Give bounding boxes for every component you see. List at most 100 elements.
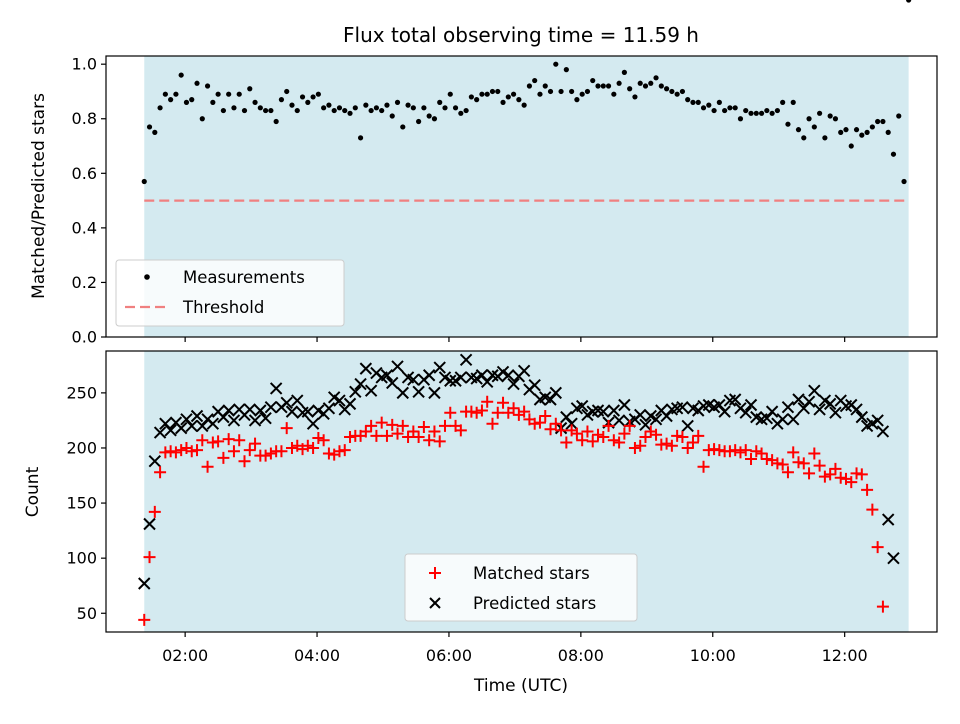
measurement-point xyxy=(510,91,517,97)
measurement-point xyxy=(384,102,390,108)
measurement-point xyxy=(452,105,459,111)
matched-star-point xyxy=(760,452,773,465)
measurement-point xyxy=(458,110,464,116)
measurement-point xyxy=(753,110,759,116)
measurement-point xyxy=(516,97,522,103)
measurement-point xyxy=(226,91,232,97)
matched-star-point xyxy=(164,445,177,458)
measurement-point xyxy=(379,107,385,114)
matched-star-point xyxy=(317,434,330,447)
measurement-point xyxy=(832,116,839,122)
measurement-point xyxy=(669,88,675,95)
matched-star-point xyxy=(723,445,736,458)
predicted-star-point xyxy=(254,404,267,417)
measurement-point xyxy=(743,107,749,114)
matched-star-point xyxy=(423,434,436,447)
matched-star-point xyxy=(191,444,204,457)
measurement-point xyxy=(748,110,754,116)
measurement-point xyxy=(342,107,348,114)
measurement-point xyxy=(658,83,664,89)
measurement-point xyxy=(859,132,865,138)
measurement-point xyxy=(173,91,179,97)
matched-star-point xyxy=(776,458,789,471)
matched-star-point xyxy=(702,444,715,457)
matched-star-point xyxy=(338,444,351,457)
matched-star-point xyxy=(233,434,246,447)
matched-star-point xyxy=(396,419,409,432)
matched-star-point xyxy=(333,445,346,458)
count-y-ticks: 50 100 150 200 250 xyxy=(66,383,106,623)
measurement-point xyxy=(394,99,401,105)
measurement-point xyxy=(869,124,875,130)
matched-star-point xyxy=(433,435,446,448)
matched-star-point xyxy=(148,505,161,518)
matched-star-point xyxy=(708,443,721,456)
predicted-star-point xyxy=(502,369,515,382)
measurement-point xyxy=(827,113,833,119)
predicted-star-point xyxy=(359,362,373,375)
matched-star-point xyxy=(544,423,557,436)
matched-star-point xyxy=(375,416,388,429)
predicted-star-point xyxy=(259,412,272,425)
predicted-star-point xyxy=(876,425,890,438)
predicted-star-point xyxy=(391,360,404,373)
matched-star-point xyxy=(871,541,884,554)
measurement-point xyxy=(421,105,427,111)
matched-star-point xyxy=(834,471,847,484)
predicted-star-point xyxy=(222,404,235,417)
matched-star-point xyxy=(797,457,810,470)
predicted-star-point xyxy=(412,385,425,398)
measurement-point xyxy=(758,110,765,116)
legend-predicted-marker xyxy=(429,597,441,609)
matched-star-point xyxy=(829,462,842,475)
measurement-point xyxy=(141,178,147,185)
measurement-point xyxy=(178,72,184,78)
measurement-point xyxy=(727,105,733,111)
ratio-panel: 0.0 0.2 0.4 0.6 0.8 1.0 Matched/Predicted sta… xyxy=(29,0,938,347)
measurement-point xyxy=(294,107,300,114)
measurement-point xyxy=(806,116,812,122)
measurement-point xyxy=(600,83,606,89)
predicted-star-point xyxy=(174,421,188,435)
measurement-point xyxy=(484,91,490,97)
measurement-point xyxy=(653,75,659,81)
matched-star-point xyxy=(196,434,209,447)
matched-star-point xyxy=(528,417,541,430)
matched-star-point xyxy=(212,435,225,448)
measurement-point xyxy=(310,94,316,100)
matched-star-point xyxy=(138,613,151,626)
predicted-star-point xyxy=(227,414,241,427)
matched-star-point xyxy=(681,441,694,454)
x-tick-label: 10:00 xyxy=(690,646,736,665)
measurement-point xyxy=(838,129,844,135)
predicted-star-point xyxy=(823,397,837,411)
predicted-star-point xyxy=(765,405,779,418)
matched-star-points xyxy=(138,396,889,626)
y-tick-label: 250 xyxy=(66,383,97,402)
y-tick-label: 0.0 xyxy=(72,328,97,347)
predicted-star-point xyxy=(454,371,468,384)
predicted-star-point xyxy=(164,424,177,437)
y-tick-label: 0.2 xyxy=(72,273,97,292)
matched-star-point xyxy=(560,436,573,449)
measurement-point xyxy=(663,86,670,92)
predicted-star-point xyxy=(354,377,367,391)
matched-star-point xyxy=(344,430,357,443)
matched-star-point xyxy=(402,430,415,443)
measurement-point xyxy=(595,83,601,89)
legend-matched-label: Matched stars xyxy=(473,564,590,583)
predicted-star-point xyxy=(280,396,293,409)
measurement-point xyxy=(447,91,453,97)
measurement-point xyxy=(183,99,190,105)
predicted-star-point xyxy=(565,417,578,430)
matched-star-point xyxy=(407,425,420,438)
predicted-star-point xyxy=(728,393,742,406)
matched-star-point xyxy=(729,444,742,457)
matched-star-point xyxy=(570,427,583,440)
predicted-star-point xyxy=(718,405,731,418)
matched-star-point xyxy=(470,406,483,419)
measurement-point xyxy=(289,102,295,108)
measurement-point xyxy=(848,143,854,149)
measurement-point xyxy=(774,107,780,114)
